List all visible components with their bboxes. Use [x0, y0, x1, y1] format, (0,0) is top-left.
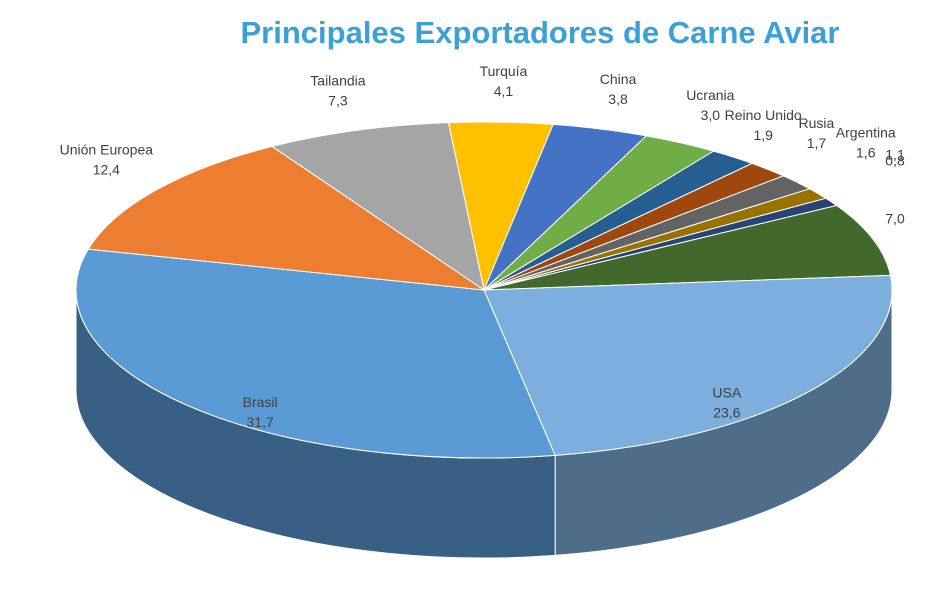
slice: [483, 204, 892, 291]
slice: [270, 122, 485, 292]
category-label: China: [600, 71, 637, 87]
value-label: 3,8: [608, 91, 628, 107]
pie-labels: Turquía 4,1 China 3,8 Ucrania 3,0 Reino Unido 1…: [60, 63, 905, 430]
value-label: 4,1: [494, 83, 514, 99]
slice: [483, 274, 893, 456]
category-label: Brasil: [243, 394, 278, 410]
value-label: 1,7: [807, 135, 827, 151]
slice: [75, 248, 556, 459]
category-label: Turquía: [480, 63, 528, 79]
slice: [87, 145, 485, 291]
value-label: 3,0: [701, 107, 721, 123]
category-label: USA: [712, 385, 741, 401]
value-label: 1,9: [753, 127, 773, 143]
category-label: Reino Unido: [725, 107, 802, 123]
value-label: 7,0: [885, 211, 905, 227]
pie-tops: [75, 121, 893, 459]
value-label: 1,6: [856, 144, 876, 160]
category-label: Argentina: [836, 124, 896, 140]
category-label: Rusia: [799, 115, 835, 131]
category-label: Unión Europea: [60, 141, 154, 157]
category-label: Ucrania: [686, 87, 734, 103]
category-label: Tailandia: [310, 72, 365, 88]
value-label: 7,3: [328, 92, 348, 108]
value-label: 31,7: [247, 414, 274, 430]
value-label: 1,1: [885, 146, 905, 162]
value-label: 12,4: [93, 161, 120, 177]
value-label: 0,8: [885, 153, 905, 169]
value-label: 23,6: [713, 405, 740, 421]
chart-title: Principales Exportadores de Carne Aviar: [241, 15, 840, 50]
